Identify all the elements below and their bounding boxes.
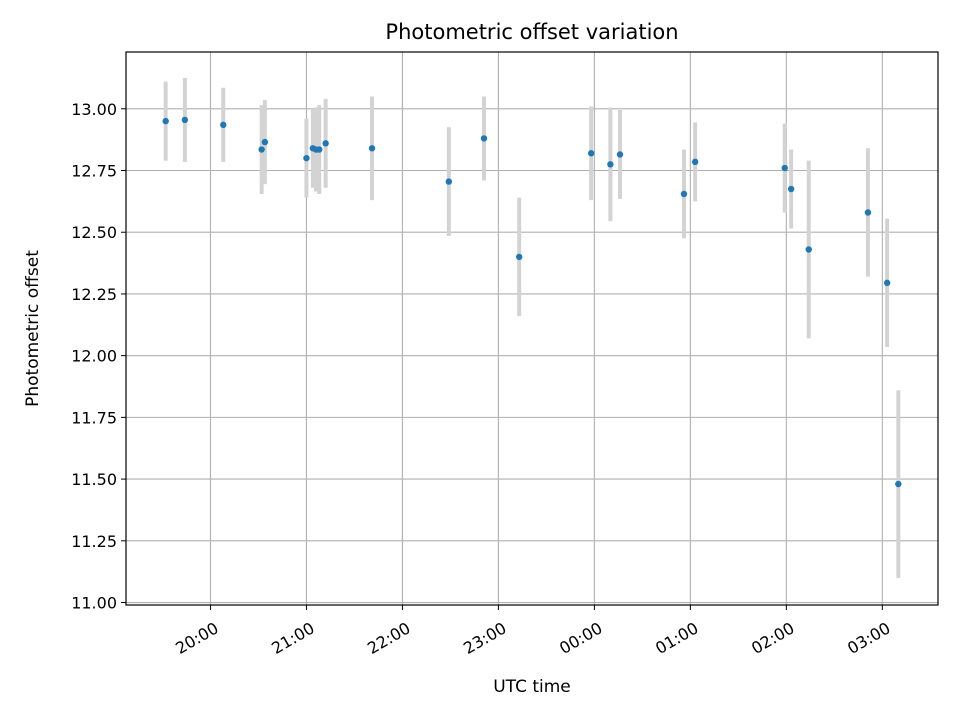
data-point bbox=[787, 185, 795, 193]
data-point bbox=[864, 209, 872, 216]
data-point bbox=[781, 164, 788, 172]
data-point bbox=[258, 146, 265, 153]
data-point bbox=[480, 135, 488, 142]
chart-title: Photometric offset variation bbox=[385, 20, 678, 44]
data-point bbox=[895, 480, 902, 488]
x-axis-ticks: 20:00 21:00 22:00 23:00 00:00 01:00 02:00 03:00 bbox=[172, 605, 894, 658]
y-tick-label: 11.00 bbox=[71, 594, 117, 613]
data-point bbox=[303, 154, 310, 162]
x-tick-label: 00:00 bbox=[556, 618, 605, 658]
x-tick-label: 01:00 bbox=[652, 618, 701, 658]
data-point bbox=[616, 151, 624, 158]
x-tick-label: 03:00 bbox=[844, 618, 893, 658]
data-point bbox=[181, 116, 189, 124]
y-tick-label: 11.75 bbox=[71, 408, 117, 427]
data-point bbox=[445, 178, 453, 185]
x-tick-label: 20:00 bbox=[172, 618, 221, 658]
data-point bbox=[516, 253, 523, 261]
error-bars bbox=[163, 77, 901, 578]
data-points bbox=[162, 116, 902, 488]
y-tick-label: 12.50 bbox=[71, 223, 117, 242]
x-tick-label: 22:00 bbox=[364, 618, 413, 658]
data-point bbox=[587, 150, 595, 157]
y-tick-label: 12.25 bbox=[71, 285, 117, 304]
y-tick-label: 11.50 bbox=[71, 470, 117, 489]
data-point bbox=[680, 190, 688, 198]
data-point bbox=[883, 279, 891, 287]
data-point bbox=[607, 161, 614, 168]
y-tick-label: 13.00 bbox=[71, 100, 117, 119]
data-point bbox=[368, 145, 376, 152]
data-point bbox=[162, 117, 169, 125]
data-point bbox=[691, 158, 699, 166]
x-axis-label: UTC time bbox=[493, 677, 571, 697]
y-tick-label: 12.00 bbox=[71, 347, 117, 366]
data-point bbox=[261, 138, 269, 146]
plot-area-frame bbox=[125, 51, 939, 606]
data-point bbox=[316, 146, 323, 153]
x-tick-label: 02:00 bbox=[748, 618, 797, 658]
y-tick-label: 12.75 bbox=[71, 162, 117, 181]
y-axis-label: Photometric offset bbox=[23, 250, 43, 407]
data-point bbox=[220, 121, 227, 129]
x-tick-label: 21:00 bbox=[268, 618, 317, 658]
y-tick-label: 11.25 bbox=[71, 532, 117, 551]
grid bbox=[126, 52, 938, 605]
data-point bbox=[805, 246, 812, 253]
x-tick-label: 23:00 bbox=[460, 618, 509, 658]
y-axis-ticks: 11.00 11.25 11.50 11.75 12.00 12.25 12.50 12.75… bbox=[71, 100, 126, 613]
data-point bbox=[322, 140, 329, 147]
